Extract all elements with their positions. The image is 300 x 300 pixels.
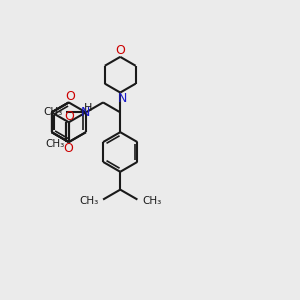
- Text: O: O: [65, 90, 75, 103]
- Text: N: N: [81, 106, 91, 119]
- Text: O: O: [115, 44, 125, 57]
- Text: N: N: [118, 92, 127, 105]
- Text: H: H: [84, 103, 92, 113]
- Text: O: O: [63, 142, 73, 154]
- Text: CH₃: CH₃: [79, 196, 98, 206]
- Text: O: O: [64, 110, 74, 123]
- Text: CH₃: CH₃: [142, 196, 162, 206]
- Text: CH₃: CH₃: [46, 139, 65, 149]
- Text: CH₃: CH₃: [43, 107, 62, 117]
